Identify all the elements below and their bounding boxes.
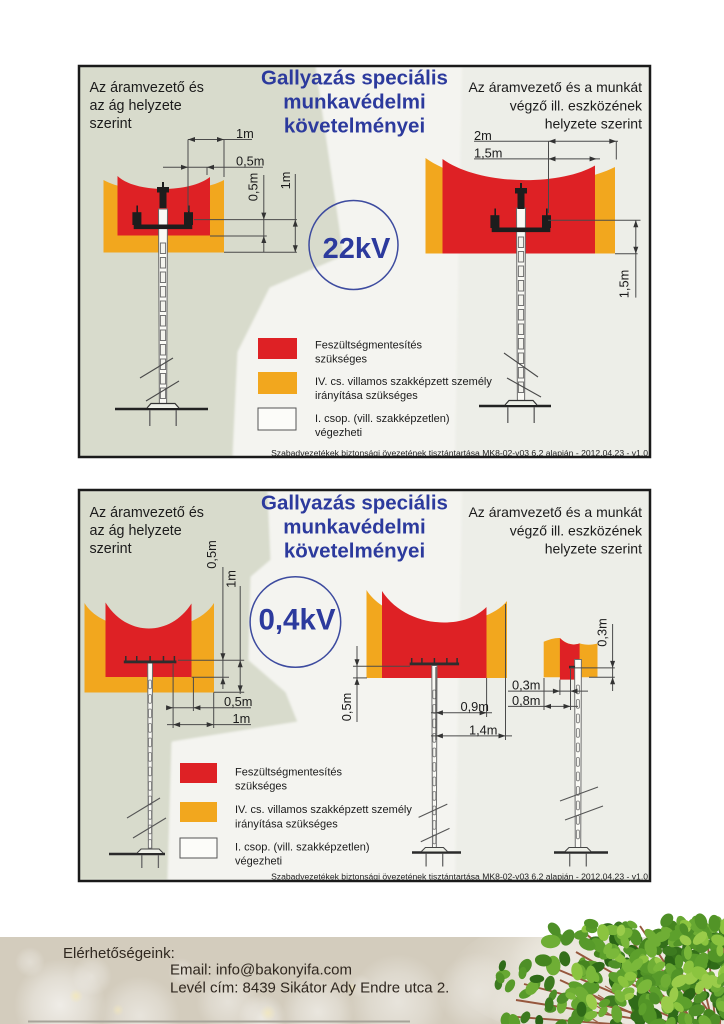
svg-text:0,5m: 0,5m xyxy=(204,540,219,568)
svg-text:végezheti: végezheti xyxy=(235,856,282,868)
svg-text:szerint: szerint xyxy=(90,541,132,557)
svg-text:IV. cs. villamos szakképzett s: IV. cs. villamos szakképzett személy xyxy=(235,804,412,816)
svg-text:0,5m: 0,5m xyxy=(339,693,354,721)
svg-text:Email: info@bakonyifa.com: Email: info@bakonyifa.com xyxy=(170,962,352,979)
svg-text:0,8m: 0,8m xyxy=(512,693,540,708)
svg-text:2m: 2m xyxy=(474,128,492,143)
svg-text:0,5m: 0,5m xyxy=(224,694,252,709)
svg-text:végezheti: végezheti xyxy=(315,427,362,439)
svg-text:Az áramvezető és a munkát: Az áramvezető és a munkát xyxy=(468,504,642,520)
svg-text:1m: 1m xyxy=(233,711,251,726)
svg-text:Gallyazás speciális: Gallyazás speciális xyxy=(261,67,448,90)
svg-text:végző ill. eszközének: végző ill. eszközének xyxy=(510,98,643,114)
svg-text:22kV: 22kV xyxy=(323,233,391,265)
svg-text:0,4kV: 0,4kV xyxy=(258,604,335,637)
svg-text:szükséges: szükséges xyxy=(235,781,287,793)
svg-text:1m: 1m xyxy=(224,570,239,588)
svg-text:I. csop. (vill. szakképzetlen): I. csop. (vill. szakképzetlen) xyxy=(235,842,370,854)
svg-text:követelményei: követelményei xyxy=(284,540,425,563)
svg-text:Az áramvezető és a munkát: Az áramvezető és a munkát xyxy=(468,79,642,95)
svg-text:szükséges: szükséges xyxy=(315,354,367,366)
svg-text:0,3m: 0,3m xyxy=(512,678,540,693)
svg-text:irányítása szükséges: irányítása szükséges xyxy=(235,819,338,831)
svg-text:Az áramvezető és: Az áramvezető és xyxy=(90,505,204,521)
svg-text:követelményei: követelményei xyxy=(284,115,425,138)
svg-text:Szabadvezetékek biztonsági öve: Szabadvezetékek biztonsági övezetének ti… xyxy=(271,872,648,882)
svg-text:1,4m: 1,4m xyxy=(469,722,497,737)
svg-text:helyzete szerint: helyzete szerint xyxy=(545,541,642,557)
svg-text:irányítása szükséges: irányítása szükséges xyxy=(315,390,418,402)
svg-text:Elérhetőségeink:: Elérhetőségeink: xyxy=(63,945,175,962)
svg-text:1,5m: 1,5m xyxy=(474,145,502,160)
svg-text:helyzete szerint: helyzete szerint xyxy=(545,116,642,132)
svg-text:Az áramvezető és: Az áramvezető és xyxy=(90,80,204,96)
svg-text:Levél cím: 8439 Sikátor Ady En: Levél cím: 8439 Sikátor Ady Endre utca 2… xyxy=(170,980,449,997)
svg-text:Feszültségmentesítés: Feszültségmentesítés xyxy=(315,340,422,352)
svg-text:0,5m: 0,5m xyxy=(246,173,261,201)
svg-text:Gallyazás speciális: Gallyazás speciális xyxy=(261,492,448,515)
svg-text:végző ill. eszközének: végző ill. eszközének xyxy=(510,523,643,539)
svg-text:Feszültségmentesítés: Feszültségmentesítés xyxy=(235,766,342,778)
svg-text:0,5m: 0,5m xyxy=(236,154,264,169)
svg-text:munkavédelmi: munkavédelmi xyxy=(283,516,425,539)
svg-text:Szabadvezetékek biztonsági öve: Szabadvezetékek biztonsági övezetének ti… xyxy=(271,448,648,458)
svg-text:1m: 1m xyxy=(236,126,254,141)
svg-text:az ág helyzete: az ág helyzete xyxy=(90,98,182,114)
svg-text:I. csop. (vill. szakképzetlen): I. csop. (vill. szakképzetlen) xyxy=(315,413,450,425)
svg-text:0,3m: 0,3m xyxy=(595,618,610,646)
svg-text:munkavédelmi: munkavédelmi xyxy=(283,91,425,114)
svg-text:szerint: szerint xyxy=(90,116,132,132)
svg-text:IV. cs. villamos szakképzett s: IV. cs. villamos szakképzett személy xyxy=(315,376,492,388)
svg-text:1,5m: 1,5m xyxy=(617,270,632,298)
svg-text:0,9m: 0,9m xyxy=(461,699,489,714)
svg-text:az ág helyzete: az ág helyzete xyxy=(90,523,182,539)
svg-text:1m: 1m xyxy=(278,172,293,190)
